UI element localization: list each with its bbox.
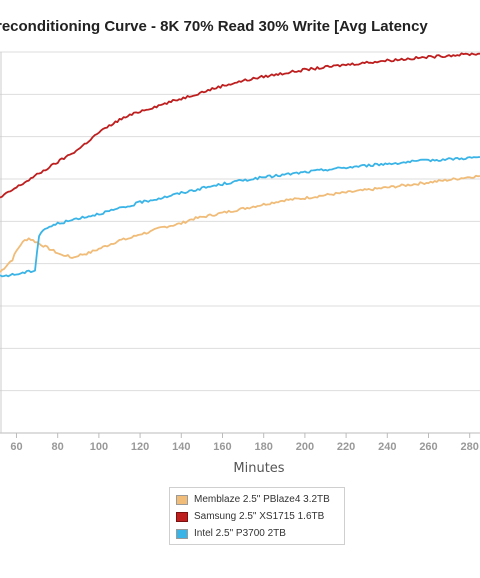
x-tick-label: 180	[255, 441, 273, 453]
plot-area: 60 80 100 120 140 160 180 200 220 240 260 280 Minut…	[0, 51, 480, 476]
x-tick-label: 280	[461, 441, 479, 453]
chart-title: reconditioning Curve - 8K 70% Read 30% W…	[0, 18, 428, 35]
x-tick-label: 60	[10, 441, 22, 453]
legend-swatch	[176, 494, 188, 505]
legend-swatch	[176, 528, 188, 539]
legend-label: Memblaze 2.5" PBlaze4 3.2TB	[194, 494, 330, 505]
x-tick-label: 160	[213, 441, 231, 453]
series-line-1	[0, 174, 480, 273]
x-tick-label: 100	[90, 441, 108, 453]
series-line-3	[0, 156, 480, 278]
x-tick-label: 260	[419, 441, 437, 453]
grid-lines	[0, 51, 480, 434]
legend-swatch	[176, 511, 188, 522]
x-tick-label: 200	[296, 441, 314, 453]
legend-item: Intel 2.5" P3700 2TB	[176, 525, 344, 542]
series-line-2	[0, 52, 480, 199]
legend-item: Memblaze 2.5" PBlaze4 3.2TB	[176, 491, 344, 508]
series-lines	[0, 52, 480, 278]
legend-label: Intel 2.5" P3700 2TB	[194, 528, 286, 539]
x-axis-title: Minutes	[233, 461, 284, 476]
legend-item: Samsung 2.5" XS1715 1.6TB	[176, 508, 344, 525]
x-tick-label: 220	[337, 441, 355, 453]
legend-label: Samsung 2.5" XS1715 1.6TB	[194, 511, 325, 522]
x-tick-labels: 60 80 100 120 140 160 180 200 220 240 260 280	[10, 433, 479, 453]
x-tick-label: 240	[378, 441, 396, 453]
x-tick-label: 80	[52, 441, 64, 453]
x-tick-label: 120	[131, 441, 149, 453]
x-tick-label: 140	[172, 441, 190, 453]
legend: Memblaze 2.5" PBlaze4 3.2TB Samsung 2.5" …	[169, 487, 345, 545]
